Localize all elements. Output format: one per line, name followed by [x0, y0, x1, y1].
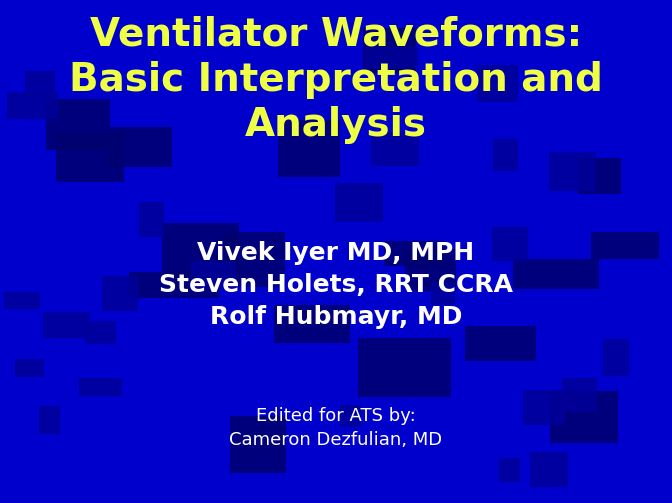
- Bar: [129, 272, 220, 298]
- Bar: [465, 326, 536, 361]
- Text: Vivek Iyer MD, MPH
Steven Holets, RRT CCRA
Rolf Hubmayr, MD: Vivek Iyer MD, MPH Steven Holets, RRT CC…: [159, 241, 513, 328]
- Bar: [230, 416, 286, 473]
- Bar: [603, 339, 629, 376]
- Bar: [85, 321, 116, 344]
- Bar: [365, 47, 419, 68]
- Bar: [79, 378, 122, 396]
- Bar: [109, 127, 172, 167]
- Bar: [493, 139, 517, 171]
- Bar: [340, 404, 362, 427]
- Bar: [523, 390, 565, 425]
- Bar: [15, 359, 44, 377]
- Bar: [477, 65, 517, 102]
- Bar: [431, 282, 456, 305]
- Bar: [40, 405, 60, 434]
- Bar: [278, 120, 340, 178]
- Bar: [384, 241, 446, 266]
- Bar: [138, 202, 165, 237]
- Text: Ventilator Waveforms:
Basic Interpretation and
Analysis: Ventilator Waveforms: Basic Interpretati…: [69, 15, 603, 144]
- Bar: [43, 312, 90, 338]
- Bar: [371, 132, 419, 166]
- Bar: [405, 249, 456, 291]
- Bar: [358, 338, 451, 396]
- Bar: [25, 71, 54, 98]
- Bar: [530, 452, 568, 487]
- Bar: [191, 262, 236, 289]
- Bar: [274, 305, 349, 343]
- Bar: [163, 223, 239, 277]
- Bar: [102, 277, 138, 311]
- Bar: [550, 391, 618, 443]
- Text: Edited for ATS by:
Cameron Dezfulian, MD: Edited for ATS by: Cameron Dezfulian, MD: [229, 407, 443, 449]
- Bar: [335, 183, 383, 222]
- Bar: [46, 99, 110, 150]
- Bar: [591, 231, 659, 259]
- Bar: [578, 158, 621, 194]
- Bar: [513, 260, 599, 289]
- Bar: [548, 152, 595, 191]
- Bar: [7, 92, 58, 119]
- Bar: [363, 28, 416, 73]
- Bar: [499, 458, 520, 482]
- Bar: [562, 378, 597, 411]
- Bar: [225, 232, 285, 287]
- Bar: [5, 292, 40, 308]
- Bar: [56, 132, 124, 182]
- Bar: [493, 226, 528, 261]
